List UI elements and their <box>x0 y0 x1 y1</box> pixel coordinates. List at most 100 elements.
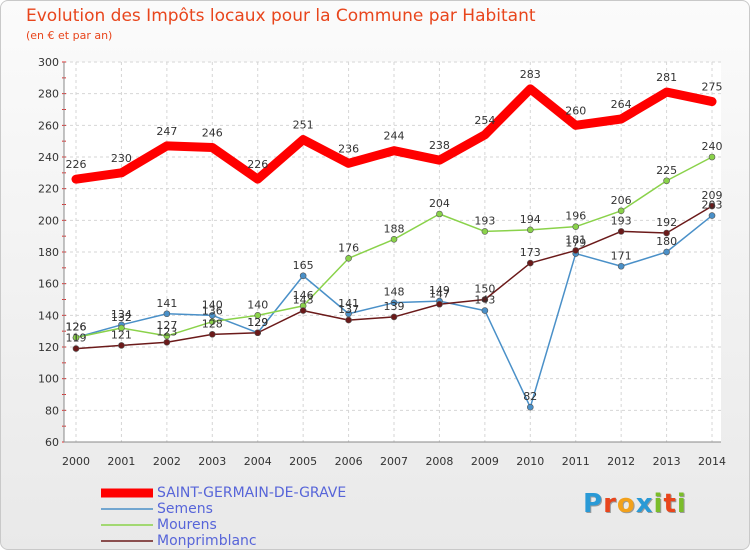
y-tick-label: 300 <box>38 56 59 69</box>
logo-letter: r <box>603 489 617 519</box>
x-tick-label: 2004 <box>244 455 272 468</box>
data-label: 150 <box>474 283 495 296</box>
x-tick-label: 2014 <box>698 455 726 468</box>
data-label: 194 <box>520 213 541 226</box>
data-point <box>617 262 625 270</box>
data-label: 147 <box>429 287 450 300</box>
legend-label: Monprimblanc <box>157 533 257 549</box>
data-point <box>254 312 262 319</box>
data-point <box>390 299 398 306</box>
legend-swatch <box>101 488 153 498</box>
data-point <box>390 236 398 243</box>
logo-letter: i <box>676 489 687 519</box>
x-tick-label: 2013 <box>653 455 681 468</box>
data-point <box>254 329 262 337</box>
data-label: 126 <box>66 321 87 334</box>
data-label: 179 <box>565 237 586 250</box>
data-label: 193 <box>474 214 495 227</box>
series-line <box>71 84 717 184</box>
proxiti-logo: Proxiti <box>583 489 687 519</box>
legend-item: SAINT-GERMAIN-DE-GRAVE <box>101 485 346 501</box>
y-tick-label: 260 <box>38 119 59 132</box>
data-label: 165 <box>293 259 314 272</box>
data-point <box>526 226 534 234</box>
data-label: 149 <box>429 284 450 297</box>
data-label: 127 <box>156 319 177 332</box>
data-label: 126 <box>66 321 87 334</box>
data-point <box>118 342 125 349</box>
data-point <box>208 312 216 319</box>
y-tick-label: 60 <box>45 436 59 449</box>
data-label: 281 <box>656 71 677 84</box>
data-label: 203 <box>702 199 723 212</box>
data-label: 171 <box>611 249 632 262</box>
data-point <box>663 248 670 256</box>
data-label: 143 <box>293 294 314 307</box>
data-label: 146 <box>293 289 314 302</box>
data-point <box>345 255 352 262</box>
x-tick-label: 2002 <box>153 455 181 468</box>
data-point <box>617 228 625 235</box>
data-point <box>481 296 489 303</box>
data-label: 225 <box>656 164 677 177</box>
logo-letter: t <box>663 489 677 519</box>
data-point <box>663 177 670 185</box>
data-label: 132 <box>111 311 132 324</box>
legend-label: Semens <box>157 501 213 517</box>
data-point <box>390 313 398 321</box>
data-label: 226 <box>247 158 268 171</box>
x-tick-label: 2010 <box>516 455 544 468</box>
x-tick-label: 2001 <box>107 455 135 468</box>
y-tick-label: 280 <box>38 88 59 101</box>
data-label: 247 <box>156 125 177 138</box>
data-label: 283 <box>520 68 541 81</box>
y-tick-label: 120 <box>38 341 59 354</box>
data-label: 143 <box>474 294 495 307</box>
y-tick-label: 220 <box>38 183 59 196</box>
legend-label: SAINT-GERMAIN-DE-GRAVE <box>157 485 347 501</box>
data-label: 244 <box>384 130 405 143</box>
y-tick-label: 80 <box>45 404 59 417</box>
data-point <box>481 307 489 314</box>
data-point <box>163 332 171 340</box>
data-label: 129 <box>247 316 268 329</box>
data-label: 141 <box>338 297 359 310</box>
x-tick-label: 2003 <box>198 455 226 468</box>
data-point <box>345 316 352 324</box>
data-label: 137 <box>338 303 359 316</box>
data-label: 139 <box>384 300 405 313</box>
data-point <box>436 210 443 218</box>
data-point <box>572 247 580 254</box>
data-label: 136 <box>202 305 223 318</box>
data-label: 129 <box>247 316 268 329</box>
data-label: 128 <box>202 317 223 330</box>
data-label: 141 <box>156 297 177 310</box>
data-point <box>436 300 443 308</box>
x-tick-label: 2011 <box>562 455 590 468</box>
legend-label: Mourens <box>157 517 217 533</box>
x-tick-label: 2012 <box>607 455 635 468</box>
data-point <box>526 403 534 411</box>
data-point <box>299 272 307 280</box>
data-point <box>617 207 625 215</box>
data-label: 121 <box>111 328 132 341</box>
data-point <box>526 259 534 267</box>
data-label: 123 <box>156 325 177 338</box>
data-label: 180 <box>656 235 677 248</box>
data-label: 230 <box>111 152 132 165</box>
x-tick-label: 2006 <box>335 455 363 468</box>
data-point <box>572 223 580 230</box>
data-point <box>163 310 171 318</box>
data-label: 209 <box>702 189 723 202</box>
data-label: 173 <box>520 246 541 259</box>
data-label: 140 <box>247 298 268 311</box>
logo-letter: P <box>583 489 604 519</box>
data-label: 188 <box>384 222 405 235</box>
data-label: 246 <box>202 127 223 140</box>
data-label: 193 <box>611 214 632 227</box>
data-label: 204 <box>429 197 450 210</box>
data-point <box>299 307 307 314</box>
data-point <box>208 331 216 338</box>
